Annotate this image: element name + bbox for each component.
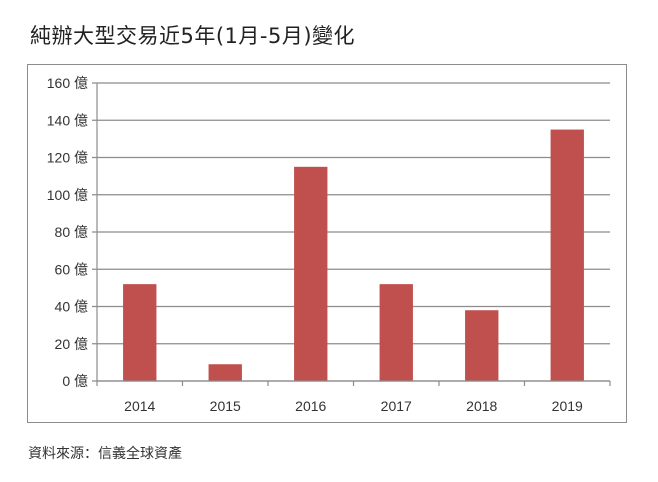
bar-2015 [208, 364, 242, 381]
x-tick-label: 2014 [124, 398, 155, 414]
y-tick-label: 0 億 [62, 373, 88, 389]
x-tick-label: 2016 [295, 398, 326, 414]
y-tick-label: 120 億 [47, 150, 88, 166]
x-tick-label: 2017 [381, 398, 412, 414]
y-tick-label: 20 億 [55, 336, 88, 352]
x-tick-label: 2018 [466, 398, 497, 414]
bar-2017 [379, 284, 413, 381]
y-tick-label: 160 億 [47, 75, 88, 91]
y-tick-label: 80 億 [55, 224, 88, 240]
y-tick-label: 60 億 [55, 261, 88, 277]
y-tick-label: 100 億 [47, 187, 88, 203]
bar-2019 [550, 129, 584, 381]
x-tick-label: 2019 [552, 398, 583, 414]
bar-2016 [294, 166, 328, 381]
y-tick-label: 140 億 [47, 112, 88, 128]
bar-2018 [465, 310, 499, 381]
x-tick-label: 2015 [210, 398, 241, 414]
y-tick-label: 40 億 [55, 299, 88, 315]
source-note: 資料來源：信義全球資產 [28, 446, 182, 462]
bar-2014 [123, 284, 157, 381]
chart-title: 純辦大型交易近5年(1月-5月)變化 [30, 24, 356, 48]
